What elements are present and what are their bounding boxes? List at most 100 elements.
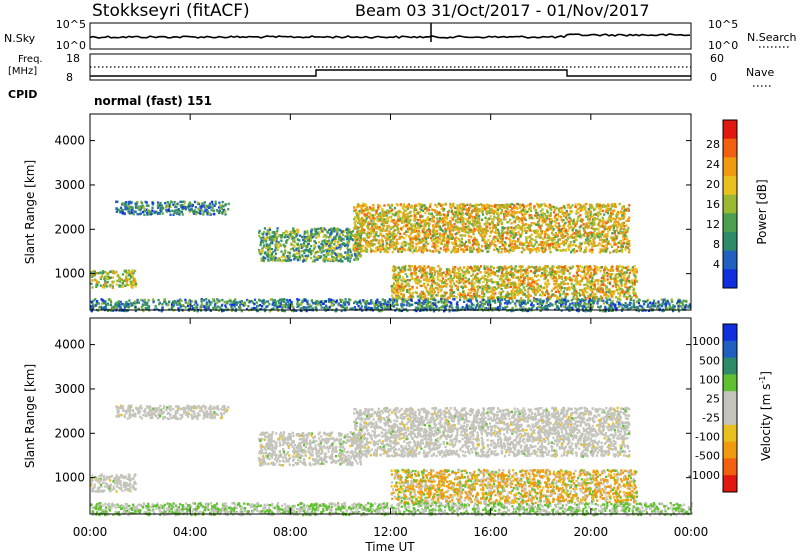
echo-cell: [514, 235, 517, 238]
echo-cell: [579, 275, 582, 278]
echo-cell: [555, 241, 559, 244]
echo-cell: [420, 293, 423, 296]
echo-cell: [397, 291, 400, 294]
echo-cell: [459, 212, 462, 215]
echo-cell: [167, 209, 170, 212]
echo-cell: [281, 259, 285, 262]
echo-cell: [451, 218, 454, 221]
echo-cell: [579, 232, 582, 235]
echo-cell: [411, 230, 414, 233]
echo-cell: [310, 230, 313, 234]
echo-cell: [572, 292, 575, 295]
echo-cell: [454, 242, 458, 246]
echo-cell: [388, 209, 391, 213]
echo-cell: [540, 229, 543, 233]
echo-cell: [415, 237, 418, 240]
echo-cell: [375, 239, 378, 242]
echo-cell: [473, 236, 476, 240]
echo-cell: [590, 279, 593, 283]
echo-cell: [221, 212, 224, 215]
echo-cell: [452, 229, 455, 232]
echo-cell: [535, 216, 538, 220]
echo-cell: [498, 246, 502, 249]
echo-cell: [436, 220, 439, 223]
echo-cell: [620, 265, 623, 269]
echo-cell: [493, 235, 496, 239]
echo-cell: [146, 204, 150, 207]
echo-cell: [431, 224, 435, 227]
echo-cell: [295, 248, 298, 251]
echo-cell: [516, 211, 519, 214]
echo-cell: [512, 276, 515, 279]
echo-cell: [520, 276, 523, 279]
echo-cell: [572, 232, 575, 235]
echo-cell: [471, 239, 475, 242]
echo-cell: [397, 227, 400, 230]
echo-cell: [456, 205, 459, 208]
echo-cell: [435, 210, 439, 213]
echo-cell: [159, 206, 163, 210]
echo-cell: [623, 283, 627, 286]
echo-cell: [408, 235, 411, 239]
echo-cell: [447, 221, 450, 224]
echo-cell: [293, 230, 296, 233]
echo-cell: [509, 230, 513, 233]
echo-cell: [402, 286, 405, 289]
echo-cell: [359, 235, 362, 239]
echo-cell: [135, 282, 138, 286]
echo-cell: [422, 209, 425, 212]
echo-cell: [517, 224, 520, 227]
echo-cell: [305, 240, 308, 244]
echo-cell: [373, 234, 376, 238]
echo-cell: [501, 236, 504, 239]
echo-cell: [556, 234, 559, 237]
echo-cell: [506, 249, 509, 253]
echo-cell: [118, 277, 121, 280]
echo-cell: [336, 255, 339, 258]
echo-cell: [214, 200, 217, 203]
echo-cell: [420, 271, 423, 274]
echo-cell: [521, 221, 524, 225]
echo-cell: [513, 206, 516, 209]
echo-cell: [535, 241, 538, 244]
echo-cell: [409, 236, 412, 239]
echo-cell: [524, 212, 527, 215]
echo-cell: [213, 213, 216, 216]
echo-cell: [500, 232, 503, 235]
echo-cell: [441, 207, 444, 210]
echo-cell: [398, 209, 401, 213]
echo-cell: [512, 287, 515, 291]
echo-cell: [181, 213, 184, 216]
echo-cell: [492, 226, 495, 229]
echo-cell: [222, 208, 226, 212]
echo-cell: [471, 269, 474, 272]
echo-cell: [537, 206, 540, 209]
echo-cell: [493, 205, 496, 208]
echo-cell: [567, 203, 570, 207]
echo-cell: [619, 229, 622, 232]
echo-cell: [598, 242, 601, 245]
echo-cell: [435, 222, 439, 225]
echo-cell: [302, 242, 305, 245]
echo-cell: [413, 219, 416, 222]
echo-cell: [378, 219, 381, 223]
echo-cell: [458, 217, 461, 221]
echo-cell: [405, 230, 408, 233]
echo-cell: [614, 276, 617, 279]
echo-cell: [420, 241, 424, 244]
echo-cell: [321, 240, 324, 243]
echo-cell: [408, 288, 411, 291]
echo-cell: [600, 244, 603, 247]
echo-cell: [541, 220, 544, 223]
echo-cell: [400, 286, 403, 289]
echo-cell: [532, 290, 536, 293]
echo-cell: [359, 254, 363, 257]
echo-cell: [454, 228, 457, 231]
echo-cell: [551, 243, 554, 246]
echo-cell: [622, 233, 625, 236]
echo-cell: [259, 241, 263, 244]
echo-cell: [478, 219, 481, 222]
echo-cell: [497, 213, 500, 217]
echo-cell: [451, 248, 454, 252]
echo-cell: [317, 232, 320, 236]
